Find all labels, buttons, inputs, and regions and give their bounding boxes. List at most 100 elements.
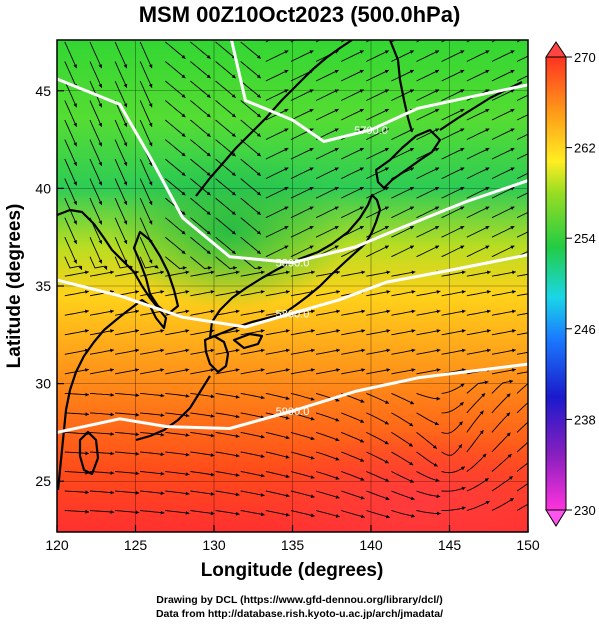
- y-tick-label: 40: [35, 180, 51, 196]
- chart-title: MSM 00Z10Oct2023 (500.0hPa): [138, 2, 461, 27]
- streamline-arrowhead: [310, 416, 315, 421]
- streamline-arrowhead: [535, 380, 539, 384]
- x-tick-label: 150: [516, 537, 540, 553]
- streamline-arrowhead: [98, 64, 102, 69]
- streamline-arrowhead: [485, 226, 490, 230]
- streamline-arrowhead: [185, 511, 190, 515]
- streamline-arrowhead: [460, 109, 465, 113]
- streamline: [265, 89, 289, 101]
- streamline-arrowhead: [123, 64, 128, 69]
- contour-line: [229, 40, 528, 143]
- height-contours: 5800.0 5700.0 5800.0 5900.0: [57, 40, 528, 434]
- streamline-arrowhead: [235, 309, 240, 314]
- streamline: [391, 329, 416, 336]
- streamline: [391, 128, 415, 141]
- streamline-arrowhead: [185, 491, 190, 496]
- streamline: [441, 245, 465, 258]
- streamline: [290, 186, 314, 199]
- streamline-arrowhead: [536, 168, 540, 172]
- streamline: [190, 256, 212, 270]
- streamline: [340, 206, 364, 219]
- streamline-arrowhead: [135, 412, 140, 417]
- streamline-arrowhead: [486, 348, 491, 353]
- streamline: [516, 172, 528, 180]
- streamline: [215, 178, 236, 196]
- streamline-arrowhead: [185, 394, 190, 398]
- streamline-arrowhead: [285, 396, 290, 400]
- streamline-arrowhead: [98, 200, 102, 205]
- streamline: [290, 50, 314, 62]
- streamline: [315, 147, 339, 160]
- streamline-arrowhead: [231, 230, 236, 235]
- streamline: [491, 432, 511, 453]
- streamline-arrowhead: [206, 54, 211, 59]
- streamline-arrowhead: [435, 89, 440, 93]
- streamline: [416, 392, 441, 400]
- streamline: [265, 368, 290, 375]
- streamline-arrowhead: [160, 471, 165, 476]
- streamline: [491, 147, 515, 160]
- streamline: [290, 271, 315, 277]
- streamline-arrowhead: [210, 433, 215, 438]
- streamline-arrowhead: [385, 514, 390, 519]
- streamline: [290, 431, 315, 440]
- streamline: [366, 329, 391, 336]
- streamline: [115, 471, 140, 475]
- streamline-arrowhead: [85, 368, 89, 372]
- streamline-arrowhead: [284, 89, 289, 93]
- streamline-arrowhead: [210, 368, 215, 372]
- streamline: [391, 368, 416, 375]
- streamline: [140, 451, 165, 456]
- streamline: [89, 61, 103, 88]
- streamline-arrowhead: [536, 246, 540, 250]
- streamline-arrowhead: [73, 142, 77, 147]
- streamline-arrowhead: [123, 181, 128, 186]
- streamline: [115, 490, 140, 494]
- streamline: [140, 349, 165, 355]
- streamline-arrowhead: [334, 206, 339, 210]
- streamline: [441, 329, 466, 336]
- streamline: [416, 225, 440, 238]
- streamline: [491, 271, 516, 277]
- streamline-arrowhead: [510, 69, 515, 74]
- streamline-arrowhead: [360, 495, 365, 500]
- streamline: [491, 393, 511, 414]
- streamline: [165, 256, 187, 270]
- streamline-arrowhead: [256, 74, 261, 79]
- streamline-arrowhead: [210, 511, 215, 516]
- streamline-arrowhead: [484, 380, 489, 385]
- streamline: [416, 310, 441, 316]
- streamline-arrowhead: [460, 128, 465, 132]
- footer-credit-data: Data from http://database.rish.kyoto-u.a…: [155, 608, 444, 620]
- streamline: [391, 510, 416, 518]
- streamline: [89, 178, 103, 206]
- streamline-arrowhead: [533, 395, 537, 399]
- streamline: [265, 471, 290, 478]
- streamline: [190, 310, 215, 316]
- streamline-arrowhead: [260, 493, 265, 497]
- streamline-arrowhead: [309, 245, 314, 250]
- streamline: [341, 368, 366, 375]
- streamline: [265, 271, 290, 277]
- x-tick-label: 120: [45, 537, 69, 553]
- streamline: [290, 510, 315, 517]
- streamline-arrowhead: [98, 181, 102, 186]
- contour-label: 5700.0: [354, 125, 388, 137]
- streamline-arrowhead: [123, 161, 128, 166]
- streamline: [64, 451, 90, 454]
- streamline-arrowhead: [533, 415, 537, 419]
- streamline-arrowhead: [260, 512, 265, 517]
- streamline-arrowhead: [512, 290, 516, 294]
- y-axis-label: Latitude (degrees): [4, 204, 25, 369]
- streamline-arrowhead: [284, 226, 289, 230]
- streamline: [240, 290, 265, 297]
- streamline: [215, 412, 240, 418]
- streamline: [265, 69, 289, 82]
- streamline: [491, 453, 512, 472]
- streamline: [265, 225, 289, 238]
- streamline-arrowhead: [148, 220, 153, 225]
- streamline: [341, 451, 365, 462]
- streamline-arrowhead: [160, 491, 165, 496]
- streamline: [215, 310, 240, 316]
- streamline-arrowhead: [284, 187, 289, 191]
